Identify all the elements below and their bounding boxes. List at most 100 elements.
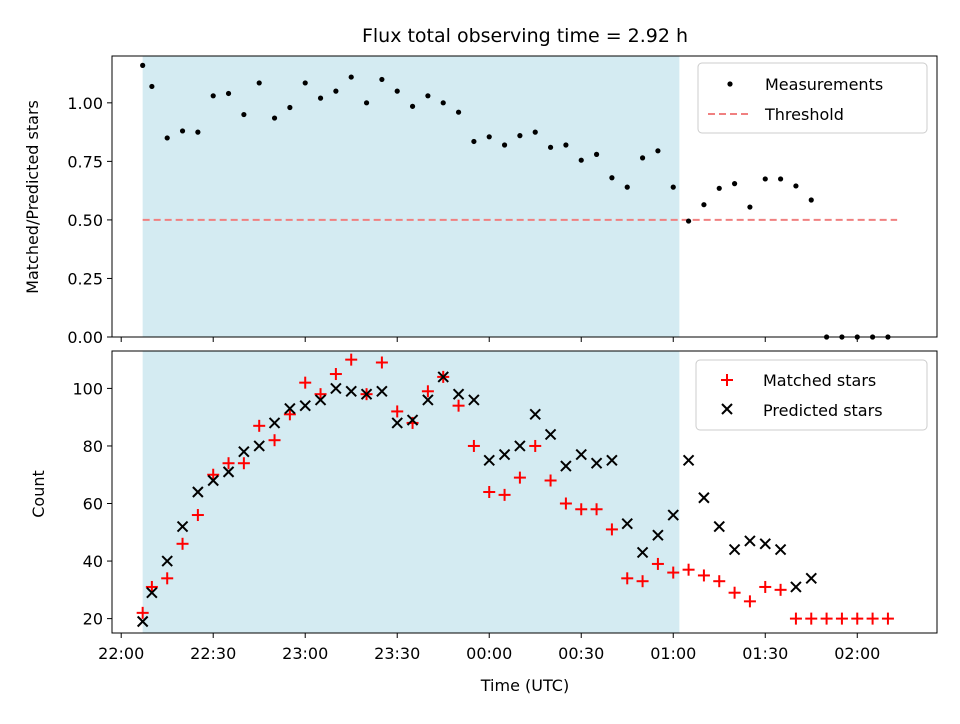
matched-point-27 (544, 474, 557, 487)
x-tick-label-5: 00:30 (558, 644, 604, 663)
measurement-point-7 (241, 111, 247, 118)
legend-matched-label: Matched stars (763, 371, 876, 390)
matched-point-3 (176, 537, 189, 550)
measurement-point-29 (578, 157, 584, 163)
measurement-point-2 (164, 135, 170, 141)
top-legend-box (697, 62, 928, 134)
x-tick-label-2: 23:00 (282, 644, 328, 663)
predicted-point-33 (636, 546, 649, 559)
measurement-point-24 (501, 142, 508, 148)
measurement-point-16 (379, 76, 385, 83)
predicted-point-25 (514, 440, 526, 452)
predicted-point-0 (136, 615, 149, 628)
measurement-point-35 (670, 184, 676, 190)
measurement-point-23 (486, 134, 492, 140)
top-y-tick-label-4: 1.00 (67, 94, 103, 113)
bottom-plot-frame (111, 350, 938, 634)
measurement-point-32 (624, 184, 630, 190)
matched-point-37 (697, 569, 710, 582)
measurement-point-0 (140, 62, 146, 68)
bottom-highlight-span (142, 351, 680, 633)
count-points (136, 353, 894, 628)
predicted-point-35 (667, 509, 679, 521)
predicted-point-23 (483, 454, 495, 467)
matched-point-29 (575, 503, 588, 516)
predicted-point-2 (161, 555, 173, 567)
measurement-point-15 (363, 100, 370, 106)
top-x-ticks (120, 337, 858, 342)
x-tick-label-8: 02:00 (834, 644, 880, 663)
matched-point-48 (866, 612, 879, 625)
predicted-point-24 (498, 448, 511, 461)
predicted-point-9 (268, 417, 281, 429)
predicted-point-36 (682, 454, 695, 467)
x-tick-label-6: 01:00 (650, 644, 696, 663)
bottom-y-axis-label: Count (29, 470, 48, 518)
matched-point-42 (774, 583, 787, 596)
measurement-point-36 (685, 218, 692, 224)
predicted-point-26 (529, 408, 541, 421)
legend-matched-marker (721, 374, 733, 386)
predicted-point-11 (299, 399, 311, 412)
matched-point-30 (590, 503, 603, 516)
measurement-point-31 (609, 175, 615, 181)
predicted-point-16 (376, 385, 388, 397)
measurement-point-18 (409, 103, 416, 109)
matched-point-11 (299, 376, 312, 389)
top-y-axis-label: Matched/Predicted stars (23, 100, 42, 294)
bottom-legend-box (695, 359, 928, 431)
matched-point-12 (314, 388, 327, 401)
measurement-point-5 (210, 93, 216, 99)
x-tick-label-4: 00:00 (466, 644, 512, 663)
measurement-point-17 (394, 88, 400, 94)
measurement-points (140, 62, 891, 340)
matched-point-19 (421, 385, 434, 398)
bottom-legend: Matched stars Predicted stars (695, 359, 928, 431)
matched-point-38 (713, 575, 726, 588)
predicted-point-19 (422, 394, 434, 406)
matched-point-4 (191, 509, 204, 522)
measurement-point-42 (777, 176, 784, 182)
x-axis-label: Time (UTC) (480, 676, 569, 695)
matched-point-41 (759, 580, 772, 593)
matched-point-22 (467, 439, 480, 452)
top-plot-frame (111, 55, 938, 338)
measurement-point-38 (716, 185, 722, 191)
bottom-y-tick-label-0: 20 (83, 610, 103, 629)
matched-point-10 (283, 408, 296, 421)
top-y-tick-label-2: 0.50 (67, 211, 103, 230)
measurement-point-21 (455, 109, 462, 115)
measurement-point-12 (317, 95, 324, 101)
legend-predicted-marker (721, 403, 733, 415)
measurement-point-25 (517, 133, 523, 139)
predicted-point-22 (468, 394, 480, 406)
top-legend: Measurements Threshold (697, 62, 928, 134)
predicted-point-8 (253, 440, 265, 452)
top-y-ticks: 0.00 0.25 0.50 0.75 1.00 (67, 94, 112, 347)
matched-point-7 (237, 457, 250, 470)
top-panel: 0.00 0.25 0.50 0.75 1.00 Matched/Predicted s… (23, 55, 938, 347)
matched-point-5 (207, 468, 220, 481)
matched-point-39 (728, 586, 741, 599)
measurement-point-6 (225, 90, 232, 97)
top-y-tick-label-3: 0.75 (67, 152, 103, 171)
measurement-point-1 (149, 83, 155, 90)
top-y-tick-label-0: 0.00 (67, 328, 103, 347)
predicted-point-34 (652, 529, 664, 541)
top-highlight-span (142, 56, 680, 337)
measurement-point-41 (762, 176, 768, 182)
measurement-point-22 (471, 138, 477, 145)
bottom-y-tick-label-2: 60 (83, 495, 103, 514)
bottom-x-ticks: 22:00 22:30 23:00 23:30 00:00 00:30 01:00 01:30… (98, 633, 880, 663)
matched-point-45 (820, 612, 833, 625)
measurement-point-33 (639, 155, 646, 161)
measurement-point-27 (547, 144, 554, 150)
predicted-point-3 (176, 520, 189, 533)
measurement-point-9 (271, 115, 278, 121)
bottom-y-tick-label-1: 40 (83, 552, 103, 571)
matched-point-46 (835, 612, 848, 625)
matched-point-34 (651, 557, 664, 570)
predicted-point-15 (360, 388, 373, 400)
measurement-point-28 (563, 142, 569, 148)
